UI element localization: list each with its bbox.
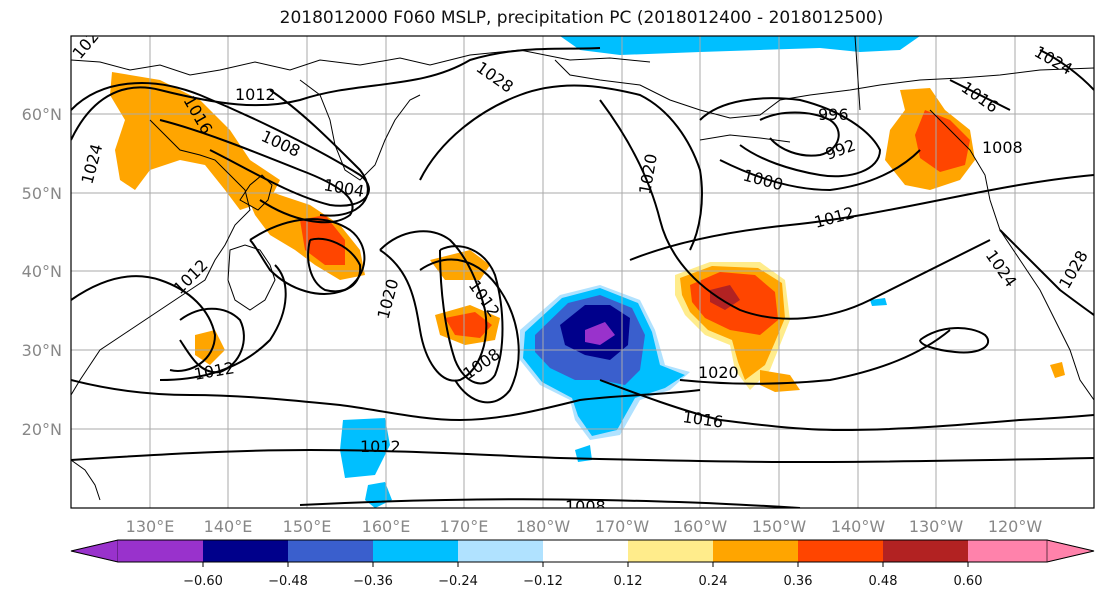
lat-label-30n: 30°N (22, 341, 62, 360)
isobar-label: 996 (818, 105, 849, 124)
colorbar-labels: −0.60 −0.48 −0.36 −0.24 −0.12 0.12 0.24 … (183, 574, 982, 589)
colorbar-segment (203, 540, 288, 562)
coastlines (71, 36, 1094, 501)
colorbar-tick-label: 0.48 (869, 574, 898, 589)
precip-area-150w-25n (760, 370, 800, 392)
lon-label-140w: 140°W (831, 517, 886, 536)
colorbar-segment (798, 540, 883, 562)
precip-center-40n-150w (710, 285, 740, 310)
colorbar-tick-label: −0.60 (183, 574, 223, 589)
longitude-labels: 130°E 140°E 150°E 160°E 170°E 180°W 170°… (126, 517, 1043, 536)
lat-label-60n: 60°N (22, 105, 62, 124)
isobar-label: 1008 (982, 138, 1023, 157)
isobar-label: 1020 (698, 363, 739, 382)
precip-neg-arctic (560, 36, 920, 55)
colorbar-segment (458, 540, 543, 562)
colorbar-tick-label: 0.60 (954, 574, 983, 589)
lon-label-130w: 130°W (909, 517, 964, 536)
lat-label-20n: 20°N (22, 420, 62, 439)
isobar-label: 1012 (235, 85, 276, 104)
colorbar-segment (543, 540, 628, 562)
precip-neg-main-purple (585, 322, 615, 345)
lon-label-140e: 140°E (204, 517, 253, 536)
colorbar-outline (70, 539, 1095, 563)
colorbar-segment (70, 539, 119, 563)
precip-area-small-30n (195, 330, 225, 365)
precip-core-central (445, 312, 492, 338)
lon-label-160e: 160°E (362, 517, 411, 536)
isobar-label: 1012 (360, 437, 401, 456)
colorbar-segment (968, 540, 1047, 562)
lon-label-120w: 120°W (988, 517, 1043, 536)
precip-area-kuril (430, 250, 490, 280)
precip-area-tiny-se (1050, 362, 1065, 378)
map-frame (70, 35, 1095, 509)
precip-area-asia (110, 72, 280, 210)
lon-label-150e: 150°E (283, 517, 332, 536)
map-title: 2018012000 F060 MSLP, precipitation PC (… (279, 8, 884, 28)
colorbar-tick-label: −0.36 (353, 574, 393, 589)
colorbar: −0.60 −0.48 −0.36 −0.24 −0.12 0.12 0.24 … (70, 539, 1095, 589)
colorbar-tick-label: −0.24 (438, 574, 478, 589)
colorbar-segment (288, 540, 373, 562)
precip-neg-20n-160e (340, 418, 390, 478)
precip-neg-small-2 (870, 298, 887, 306)
lon-label-170w: 170°W (595, 517, 650, 536)
precip-core-japan (300, 215, 345, 265)
colorbar-segment (373, 540, 458, 562)
isobar-label: 1008 (565, 497, 606, 516)
lon-label-170e: 170°E (440, 517, 489, 536)
colorbar-segment (118, 540, 203, 562)
colorbar-tick-label: 0.24 (699, 574, 728, 589)
colorbar-tick-label: −0.48 (268, 574, 308, 589)
colorbar-ticks (202, 562, 969, 567)
colorbar-segment (628, 540, 713, 562)
lon-label-150w: 150°W (752, 517, 807, 536)
isobars (71, 47, 1094, 508)
colorbar-segment (883, 540, 968, 562)
colorbar-tick-label: 0.12 (614, 574, 643, 589)
lon-label-130e: 130°E (126, 517, 175, 536)
colorbar-tick-label: −0.12 (523, 574, 563, 589)
precip-core-alaska (915, 110, 970, 172)
precip-negative-anomalies (340, 36, 920, 508)
lat-label-40n: 40°N (22, 262, 62, 281)
lon-label-180w: 180°W (516, 517, 571, 536)
colorbar-tick-label: 0.36 (784, 574, 813, 589)
lat-label-50n: 50°N (22, 184, 62, 203)
lon-label-160w: 160°W (673, 517, 728, 536)
colorbar-segment (1046, 539, 1095, 563)
latitude-labels: 60°N 50°N 40°N 30°N 20°N (22, 105, 62, 439)
colorbar-segment (713, 540, 798, 562)
